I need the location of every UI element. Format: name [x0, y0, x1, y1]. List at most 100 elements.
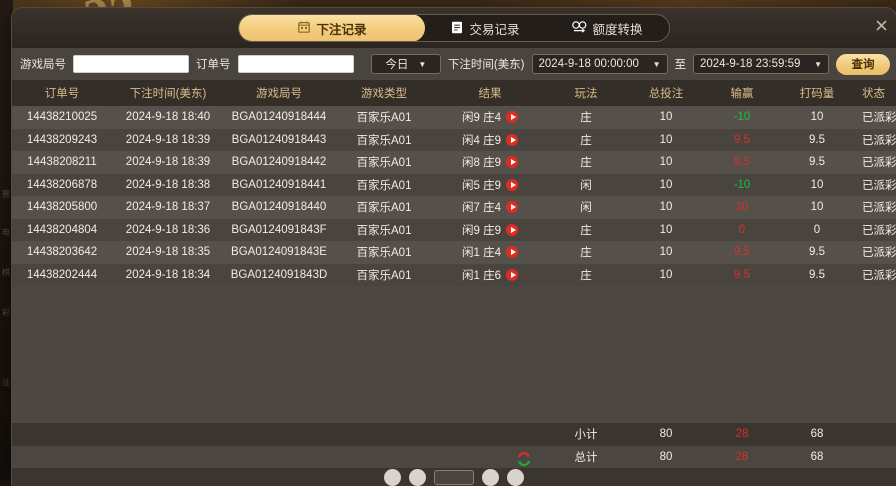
cell-total-bet: 10 — [626, 179, 706, 191]
tab-label: 额度转换 — [593, 19, 643, 38]
chevron-down-icon: ▼ — [653, 60, 661, 69]
summary-section: 小计 80 28 68 总计 80 28 68 — [12, 423, 896, 468]
total-row: 总计 80 28 68 — [12, 446, 896, 469]
total-total-bet: 80 — [626, 451, 706, 463]
cell-result-text: 闲4 庄9 — [462, 132, 501, 148]
cell-status: 已派彩 — [856, 109, 896, 125]
cell-win-loss: -10 — [706, 179, 778, 191]
bet-time-from-value: 2024-9-18 00:00:00 — [539, 58, 639, 70]
nav-glyph[interactable]: 彩 — [0, 308, 12, 317]
chevron-down-icon: ▼ — [814, 60, 822, 69]
round-no-label: 游戏局号 — [20, 56, 66, 72]
coin-transfer-icon — [572, 21, 587, 35]
cell-result: 闲9 庄9 — [434, 222, 546, 238]
tab-bet-records[interactable]: 下注记录 — [239, 14, 425, 42]
cell-order-no: 14438202444 — [12, 269, 112, 281]
play-replay-icon[interactable] — [506, 201, 518, 213]
pagination-first-button[interactable] — [384, 469, 401, 486]
nav-glyph[interactable]: 棋 — [0, 268, 12, 277]
tab-label: 下注记录 — [316, 19, 366, 38]
search-button[interactable]: 查询 — [836, 54, 890, 75]
cell-bet-time: 2024-9-18 18:35 — [112, 246, 224, 258]
tab-label: 交易记录 — [469, 19, 519, 38]
cell-game-type: 百家乐A01 — [334, 109, 434, 125]
cell-result: 闲1 庄4 — [434, 244, 546, 260]
pagination-next-button[interactable] — [482, 469, 499, 486]
cell-result: 闲5 庄9 — [434, 177, 546, 193]
cell-result: 闲7 庄4 — [434, 199, 546, 215]
cell-bet-time: 2024-9-18 18:34 — [112, 269, 224, 281]
cell-win-loss: 0 — [706, 224, 778, 236]
cell-status: 已派彩 — [856, 154, 896, 170]
tab-credit-transfer[interactable]: 额度转换 — [546, 14, 669, 42]
tab-transaction-records[interactable]: 交易记录 — [425, 14, 545, 42]
cell-total-bet: 10 — [626, 246, 706, 258]
nav-glyph[interactable]: 赛 — [0, 190, 12, 199]
order-no-label: 订单号 — [196, 56, 231, 72]
records-table: 订单号 下注时间(美东) 游戏局号 游戏类型 结果 玩法 总投注 输赢 打码量 … — [12, 80, 896, 486]
cell-order-no: 14438204804 — [12, 224, 112, 236]
search-button-label: 查询 — [852, 56, 875, 72]
column-header-result: 结果 — [434, 85, 546, 101]
nav-glyph[interactable]: 电 — [0, 228, 12, 237]
order-no-input[interactable] — [238, 55, 354, 73]
cell-win-loss: 9.5 — [706, 156, 778, 168]
subtotal-total-bet: 80 — [626, 428, 706, 440]
column-header-total-bet: 总投注 — [626, 85, 706, 101]
cell-valid-bet: 0 — [778, 224, 856, 236]
cell-order-no: 14438209243 — [12, 134, 112, 146]
date-preset-select[interactable]: 今日 ▼ — [371, 54, 441, 74]
cell-result-text: 闲9 庄4 — [462, 109, 501, 125]
cell-play: 庄 — [546, 222, 626, 238]
cell-valid-bet: 10 — [778, 111, 856, 123]
records-modal: 下注记录 交易记录 — [12, 8, 896, 486]
play-replay-icon[interactable] — [506, 269, 518, 281]
play-replay-icon[interactable] — [506, 134, 518, 146]
pagination-prev-button[interactable] — [409, 469, 426, 486]
pagination-last-button[interactable] — [507, 469, 524, 486]
cell-win-loss: 10 — [706, 201, 778, 213]
column-header-order-no: 订单号 — [12, 85, 112, 101]
cell-round-no: BGA01240918442 — [224, 156, 334, 168]
cell-play: 闲 — [546, 177, 626, 193]
cell-win-loss: 9.5 — [706, 246, 778, 258]
close-icon[interactable] — [870, 14, 892, 36]
pagination-page-input[interactable] — [434, 470, 474, 485]
cell-bet-time: 2024-9-18 18:38 — [112, 179, 224, 191]
cell-game-type: 百家乐A01 — [334, 132, 434, 148]
cell-win-loss: 9.5 — [706, 134, 778, 146]
cell-bet-time: 2024-9-18 18:39 — [112, 134, 224, 146]
column-header-status: 状态 — [856, 85, 896, 101]
cell-game-type: 百家乐A01 — [334, 154, 434, 170]
total-label: 总计 — [546, 449, 626, 465]
play-replay-icon[interactable] — [506, 224, 518, 236]
bet-time-to-select[interactable]: 2024-9-18 23:59:59 ▼ — [693, 54, 829, 74]
cell-play: 闲 — [546, 199, 626, 215]
cell-status: 已派彩 — [856, 267, 896, 283]
round-no-input[interactable] — [73, 55, 189, 73]
cell-bet-time: 2024-9-18 18:36 — [112, 224, 224, 236]
cell-total-bet: 10 — [626, 111, 706, 123]
cell-total-bet: 10 — [626, 156, 706, 168]
play-replay-icon[interactable] — [506, 179, 518, 191]
play-replay-icon[interactable] — [506, 156, 518, 168]
bet-time-from-select[interactable]: 2024-9-18 00:00:00 ▼ — [532, 54, 668, 74]
cell-bet-time: 2024-9-18 18:39 — [112, 156, 224, 168]
cell-round-no: BGA0124091843E — [224, 246, 334, 258]
play-replay-icon[interactable] — [506, 246, 518, 258]
play-replay-icon[interactable] — [506, 111, 518, 123]
cell-game-type: 百家乐A01 — [334, 267, 434, 283]
refresh-icon[interactable] — [516, 451, 532, 467]
nav-glyph[interactable]: 注 — [0, 378, 12, 387]
cell-round-no: BGA01240918440 — [224, 201, 334, 213]
tab-group: 下注记录 交易记录 — [238, 14, 669, 42]
pagination-bar[interactable] — [12, 468, 896, 486]
